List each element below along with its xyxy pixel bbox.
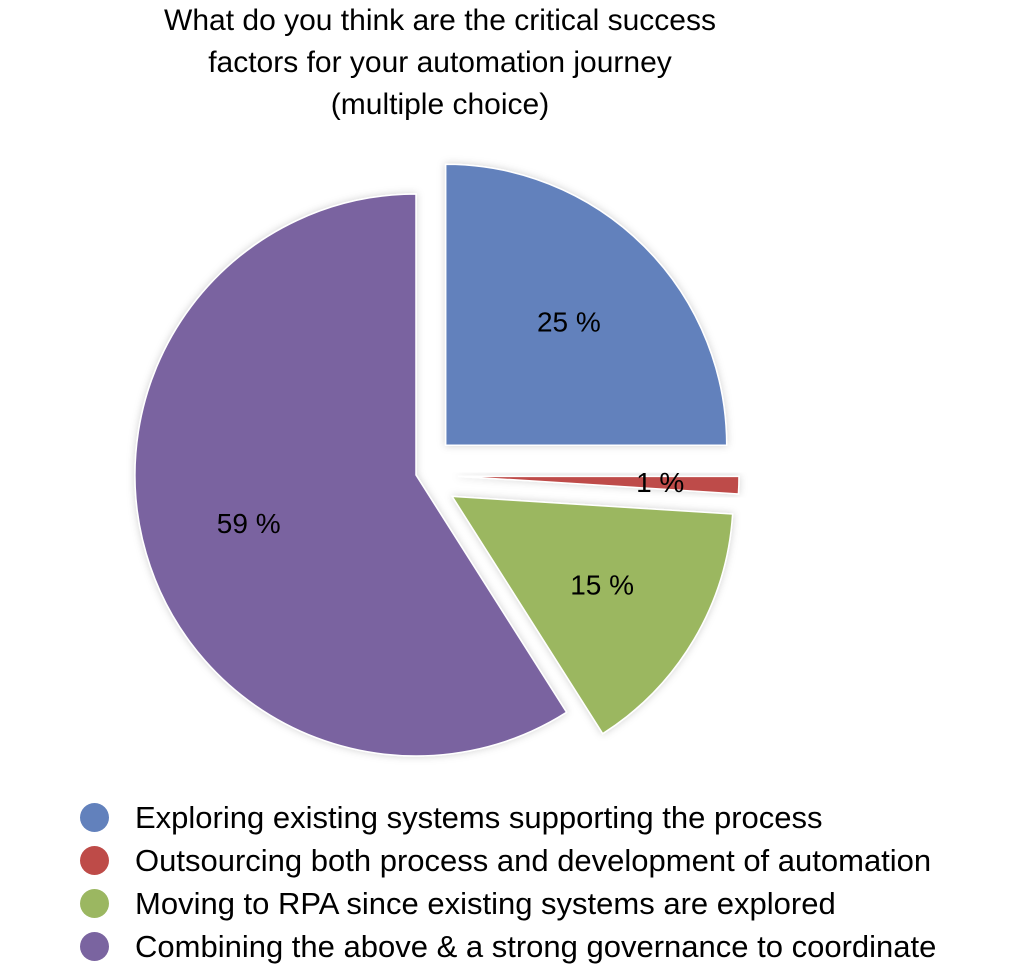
chart-title-line-1: What do you think are the critical succe… — [164, 4, 716, 37]
pie-slice-label-moving-to-rpa-since-existing-systems-are-explored: 15 % — [570, 570, 634, 601]
legend-swatch-icon — [80, 803, 109, 832]
legend-label: Combining the above & a strong governanc… — [135, 928, 937, 964]
legend-item-moving-to-rpa-since-existing-systems-are-explored: Moving to RPA since existing systems are… — [80, 882, 936, 925]
pie-slice-exploring-existing-systems-supporting-the-process — [444, 163, 728, 447]
legend-label: Outsourcing both process and development… — [135, 842, 932, 878]
legend-item-outsourcing-both-process-and-development-of-automation: Outsourcing both process and development… — [80, 839, 936, 882]
pie-slice-combining-the-above-and-a-strong-governance-to-coordinate — [134, 193, 568, 757]
pie-slice-label-exploring-existing-systems-supporting-the-process: 25 % — [537, 307, 601, 338]
chart-title-line-3: (multiple choice) — [330, 88, 550, 121]
pie-slice-label-combining-the-above-and-a-strong-governance-to-coordinate: 59 % — [217, 508, 281, 539]
legend-swatch-icon — [80, 889, 109, 918]
legend-item-combining-the-above-and-a-strong-governance-to-coordinate: Combining the above & a strong governanc… — [80, 925, 936, 968]
pie-slice-outsourcing-both-process-and-development-of-automation — [457, 475, 740, 495]
pie-slice-moving-to-rpa-since-existing-systems-are-explored — [450, 495, 734, 735]
pie-slice-label-outsourcing-both-process-and-development-of-automation: 1 % — [636, 467, 684, 498]
legend: Exploring existing systems supporting th… — [80, 796, 936, 968]
legend-label: Moving to RPA since existing systems are… — [135, 885, 836, 921]
chart-title-line-2: factors for your automation journey — [208, 46, 672, 79]
pie-slices — [134, 163, 740, 757]
legend-label: Exploring existing systems supporting th… — [135, 799, 823, 835]
legend-item-exploring-existing-systems-supporting-the-process: Exploring existing systems supporting th… — [80, 796, 936, 839]
legend-swatch-icon — [80, 932, 109, 961]
legend-swatch-icon — [80, 846, 109, 875]
chart-title: What do you think are the critical succe… — [90, 0, 790, 126]
pie-slice-labels: 25 % 1 % 15 % 59 % — [217, 307, 685, 601]
